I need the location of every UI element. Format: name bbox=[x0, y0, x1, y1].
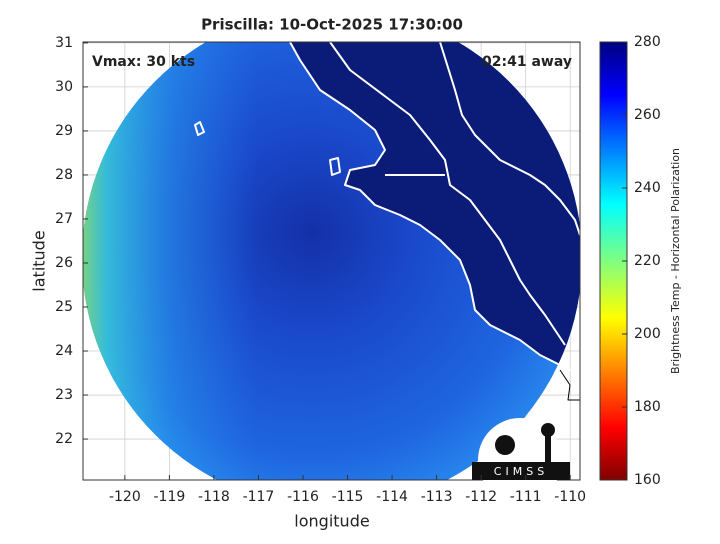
x-tick-label: -120 bbox=[109, 489, 141, 505]
annotation: Vmax: 30 kts bbox=[92, 54, 195, 70]
x-axis-label: longitude bbox=[294, 512, 369, 531]
y-tick-label: 22 bbox=[55, 431, 73, 447]
colorbar-tick-label: 240 bbox=[634, 180, 661, 196]
y-tick-label: 24 bbox=[55, 343, 73, 359]
x-tick-label: -111 bbox=[510, 489, 542, 505]
x-tick-label: -114 bbox=[376, 489, 408, 505]
x-tick-label: -119 bbox=[154, 489, 186, 505]
colorbar-tick-label: 260 bbox=[634, 107, 661, 123]
chart-title: Priscilla: 10-Oct-2025 17:30:00 bbox=[201, 16, 463, 34]
satellite-image bbox=[83, 42, 580, 480]
y-axis-label: latitude bbox=[30, 230, 49, 291]
logo: CIMSS bbox=[472, 418, 570, 502]
x-tick-label: -116 bbox=[287, 489, 319, 505]
logo-text: CIMSS bbox=[494, 465, 548, 478]
colorbar-tick-label: 280 bbox=[634, 34, 661, 50]
colorbar-tick-label: 200 bbox=[634, 326, 661, 342]
y-tick-label: 28 bbox=[55, 167, 73, 183]
y-tick-label: 29 bbox=[55, 123, 73, 139]
x-tick-label: -117 bbox=[243, 489, 275, 505]
plot-frame bbox=[82, 41, 581, 481]
x-tick-label: -118 bbox=[198, 489, 230, 505]
y-tick-label: 26 bbox=[55, 255, 73, 271]
x-tick-label: -112 bbox=[465, 489, 497, 505]
x-tick-label: -113 bbox=[421, 489, 453, 505]
y-tick-label: 25 bbox=[55, 299, 73, 315]
y-tick-label: 23 bbox=[55, 387, 73, 403]
y-tick-label: 31 bbox=[55, 35, 73, 51]
x-tick-label: -110 bbox=[554, 489, 586, 505]
x-tick-label: -115 bbox=[332, 489, 364, 505]
colorbar-tick-label: 180 bbox=[634, 399, 661, 415]
y-tick-label: 30 bbox=[55, 79, 73, 95]
colorbar-tick-label: 220 bbox=[634, 253, 661, 269]
colorbar-tick-label: 160 bbox=[634, 472, 661, 488]
y-tick-label: 27 bbox=[55, 211, 73, 227]
annotation: 02:41 away bbox=[482, 54, 572, 70]
colorbar-label: Brightness Temp - Horizontal Polarizatio… bbox=[669, 148, 682, 374]
